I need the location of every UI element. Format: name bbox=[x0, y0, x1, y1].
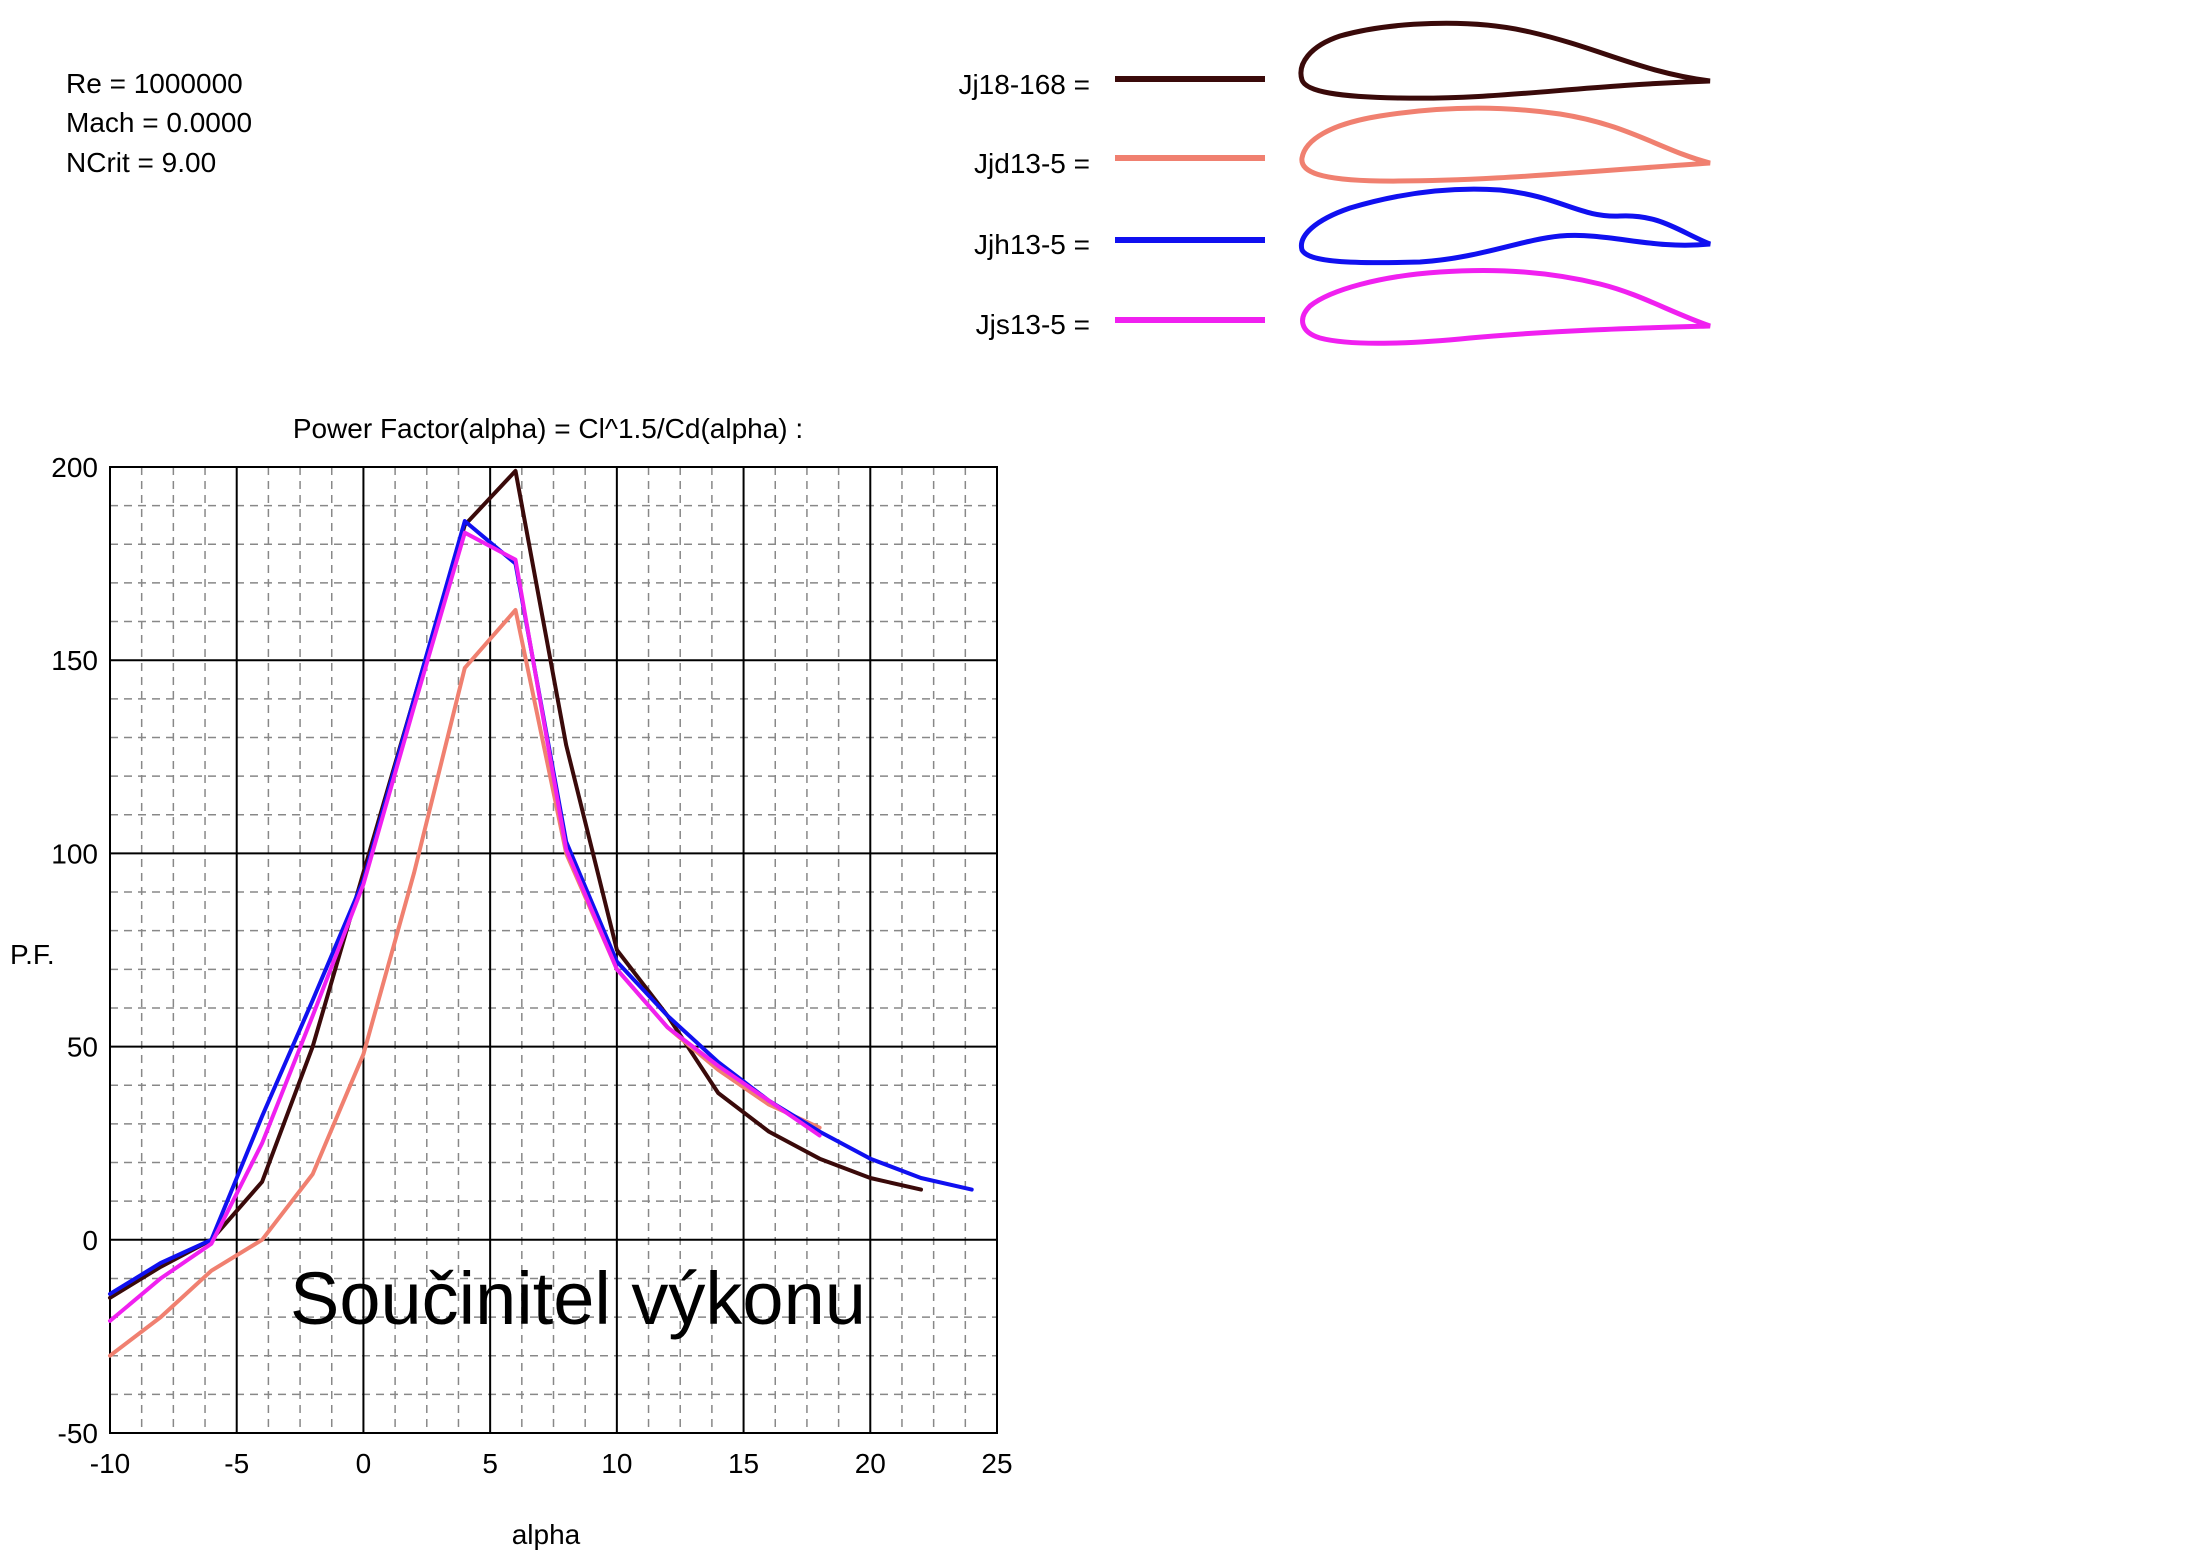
airfoil-shape bbox=[1298, 20, 1711, 101]
x-tick-label: 0 bbox=[356, 1448, 372, 1479]
legend-item-jjd13-5: Jjd13-5 = bbox=[974, 105, 1711, 184]
series-layer bbox=[108, 468, 974, 1358]
y-tick-label: 0 bbox=[82, 1225, 98, 1256]
minor-grid bbox=[110, 467, 997, 1433]
airfoil-shape bbox=[1299, 105, 1711, 184]
y-tick-labels: -50 0 50 100 150 200 bbox=[51, 452, 98, 1449]
plot-frame bbox=[109, 466, 998, 1434]
overlay-caption: Součinitel výkonu bbox=[290, 1257, 866, 1340]
legend-item-jjs13-5: Jjs13-5 = bbox=[976, 268, 1711, 346]
reynolds-number: Re = 1000000 bbox=[66, 68, 243, 99]
y-tick-label: 100 bbox=[51, 838, 98, 869]
y-tick-label: -50 bbox=[58, 1418, 98, 1449]
x-tick-label: 25 bbox=[981, 1448, 1012, 1479]
x-tick-label: -5 bbox=[224, 1448, 249, 1479]
y-axis-label: P.F. bbox=[10, 939, 55, 970]
legend-label: Jjh13-5 = bbox=[974, 229, 1090, 260]
series-line-jjs13-5 bbox=[108, 530, 822, 1323]
y-tick-label: 50 bbox=[67, 1032, 98, 1063]
x-tick-label: 5 bbox=[482, 1448, 498, 1479]
legend-item-jj18-168: Jj18-168 = bbox=[958, 20, 1711, 101]
x-tick-label: 10 bbox=[601, 1448, 632, 1479]
legend-label: Jjs13-5 = bbox=[976, 309, 1090, 340]
series-line-jjd13-5 bbox=[108, 608, 822, 1358]
x-tick-label: -10 bbox=[90, 1448, 130, 1479]
x-tick-label: 15 bbox=[728, 1448, 759, 1479]
legend-label: Jj18-168 = bbox=[958, 69, 1090, 100]
mach-number: Mach = 0.0000 bbox=[66, 107, 252, 138]
series-line-jjh13-5 bbox=[108, 519, 974, 1296]
airfoil-shape bbox=[1300, 268, 1711, 346]
ncrit-value: NCrit = 9.00 bbox=[66, 147, 216, 178]
parameter-block: Re = 1000000 Mach = 0.0000 NCrit = 9.00 bbox=[66, 68, 252, 178]
series-line-jj18-168 bbox=[108, 468, 923, 1300]
x-axis-label: alpha bbox=[512, 1519, 581, 1550]
x-tick-labels: -10 -5 0 5 10 15 20 25 bbox=[90, 1448, 1013, 1479]
legend-label: Jjd13-5 = bbox=[974, 148, 1090, 179]
y-tick-label: 150 bbox=[51, 645, 98, 676]
x-tick-label: 20 bbox=[855, 1448, 886, 1479]
power-factor-chart: Power Factor(alpha) = Cl^1.5/Cd(alpha) :… bbox=[10, 413, 1013, 1550]
airfoil-shape bbox=[1298, 186, 1711, 266]
legend-item-jjh13-5: Jjh13-5 = bbox=[974, 186, 1711, 266]
chart-title: Power Factor(alpha) = Cl^1.5/Cd(alpha) : bbox=[293, 413, 803, 444]
y-tick-label: 200 bbox=[51, 452, 98, 483]
airfoil-legend: Jj18-168 = Jjd13-5 = Jjh13-5 = Jjs13-5 = bbox=[958, 20, 1711, 346]
